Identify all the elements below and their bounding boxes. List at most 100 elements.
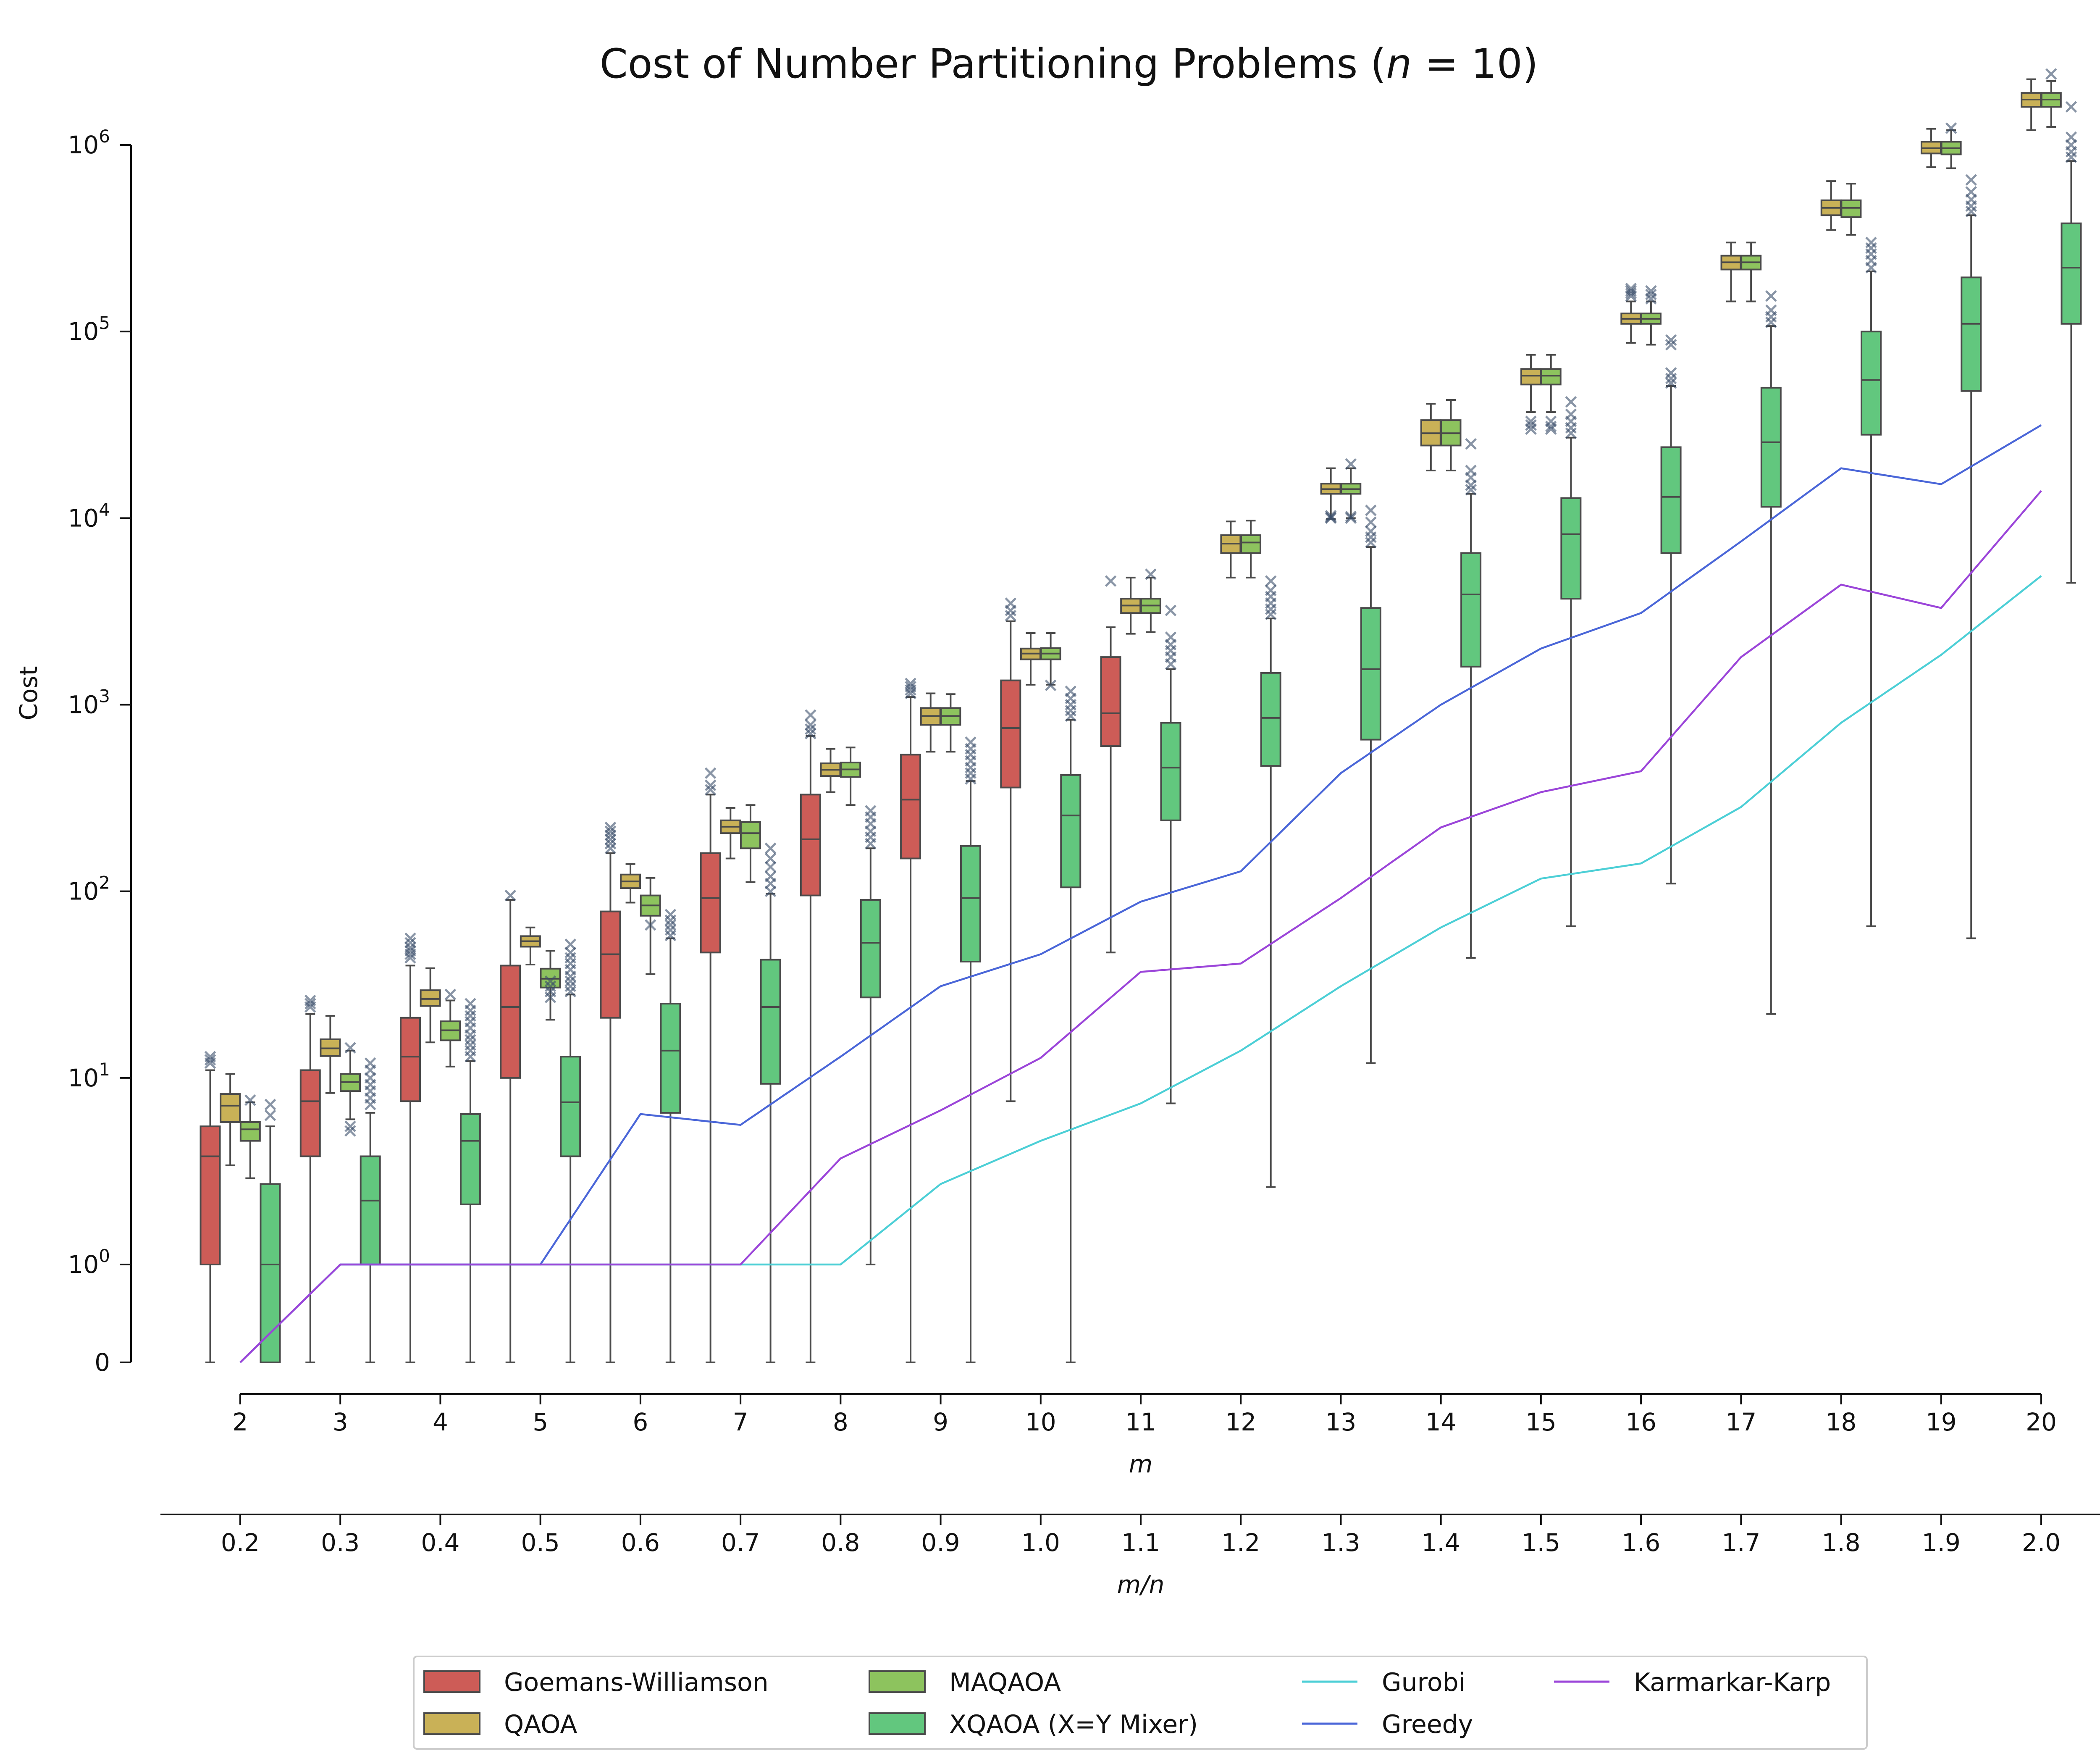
box-flier (1525, 415, 1537, 427)
box-group (1340, 458, 1362, 524)
box-group (520, 926, 541, 966)
box-flier (1565, 427, 1577, 439)
box-flier (344, 1042, 356, 1054)
y-tick-label: 100 (68, 1246, 110, 1279)
box-group (940, 693, 961, 753)
chart-title-var: n (1386, 40, 1412, 87)
x-tick-label: 15 (1525, 1408, 1557, 1436)
y-tick-base: 10 (68, 131, 99, 159)
box-group (1861, 237, 1882, 927)
box-body (1360, 607, 1381, 741)
box-flier (1165, 605, 1177, 616)
x-tick-label: 9 (933, 1408, 948, 1436)
box-flier (1645, 289, 1657, 300)
box-group (920, 692, 941, 753)
box-flier (1265, 575, 1277, 587)
chart-title-eq: = 10) (1412, 40, 1538, 87)
box-flier (1965, 174, 1977, 186)
box-body (1260, 672, 1281, 767)
box-body (800, 794, 821, 896)
box-flier (364, 1057, 376, 1069)
box-flier (664, 909, 677, 920)
box-flier (865, 805, 877, 817)
box-flier (564, 939, 576, 950)
box-flier (564, 952, 576, 964)
y-tick-base: 10 (68, 877, 99, 906)
box-body (740, 821, 761, 849)
box-flier (604, 842, 617, 854)
box-flier (2065, 131, 2077, 143)
x-tick-label: 18 (1826, 1408, 1857, 1436)
x-tick-label: 20 (2026, 1408, 2057, 1436)
box-series-goemans-williamson (200, 575, 1121, 1363)
box-flier (1165, 631, 1177, 643)
box-flier (905, 678, 916, 689)
box-group (500, 889, 521, 1363)
box-series-xqaoa-x-y-mixer- (260, 101, 2082, 1363)
box-group (1260, 575, 1281, 1188)
box-flier (564, 975, 576, 987)
box-flier (1465, 484, 1477, 496)
box-body (1560, 497, 1582, 600)
legend-label: QAOA (504, 1710, 577, 1739)
box-group (1060, 685, 1082, 1363)
box-flier (1345, 510, 1357, 523)
box-flier (805, 719, 816, 731)
box-body (960, 845, 982, 963)
box-flier (1465, 465, 1477, 476)
box-group (700, 767, 721, 1363)
box-flier (1945, 122, 1957, 134)
box-group (239, 1094, 261, 1179)
box-body (220, 1093, 241, 1123)
box-flier (764, 870, 777, 883)
box-flier (1345, 458, 1357, 470)
box-flier (465, 1039, 476, 1051)
box-body (1961, 276, 1982, 392)
box-group (1160, 605, 1181, 1104)
box-group (1961, 174, 1982, 939)
box-flier (1545, 421, 1557, 432)
box-flier (1965, 186, 1977, 198)
box-flier (965, 767, 976, 779)
box-group (1660, 334, 1682, 885)
box-body (1840, 199, 1862, 218)
box-flier (1625, 283, 1637, 294)
chart-title: Cost of Number Partitioning Problems (n … (600, 40, 1538, 87)
box-group (2061, 101, 2082, 584)
box-group (1640, 285, 1662, 346)
x-tick-label: 7 (733, 1408, 748, 1436)
box-flier (764, 842, 777, 854)
box-flier (1365, 505, 1377, 516)
box-flier (1865, 237, 1877, 249)
box-group (1360, 505, 1381, 1064)
x2-tick-label: 1.3 (1321, 1528, 1360, 1557)
x-tick-label: 8 (833, 1408, 848, 1436)
legend-swatch (423, 1670, 480, 1693)
y-tick-label: 105 (68, 313, 110, 346)
box-flier (644, 919, 656, 931)
box-flier (1625, 285, 1637, 297)
y-tick-base: 10 (68, 1250, 99, 1279)
box-group (299, 994, 321, 1363)
box-group (800, 709, 821, 1363)
box-flier (965, 736, 976, 748)
box-group (1620, 283, 1642, 344)
box-body (239, 1121, 261, 1142)
box-group (320, 1015, 341, 1094)
box-group (360, 1057, 381, 1363)
box-flier (1325, 510, 1337, 522)
box-flier (604, 825, 617, 837)
box-flier (1325, 511, 1337, 523)
box-group (1560, 396, 1582, 927)
box-flier (1665, 334, 1677, 346)
box-group (1940, 122, 1962, 169)
x-tick-label: 6 (633, 1408, 648, 1436)
box-flier (1565, 408, 1577, 421)
box-body (399, 1017, 421, 1102)
x2-tick-label: 1.9 (1922, 1528, 1961, 1557)
x-axis-m-over-n-title: m/n (1117, 1570, 1165, 1599)
legend-label: Greedy (1382, 1710, 1473, 1739)
box-group (540, 950, 561, 1021)
box-body (1100, 656, 1121, 747)
